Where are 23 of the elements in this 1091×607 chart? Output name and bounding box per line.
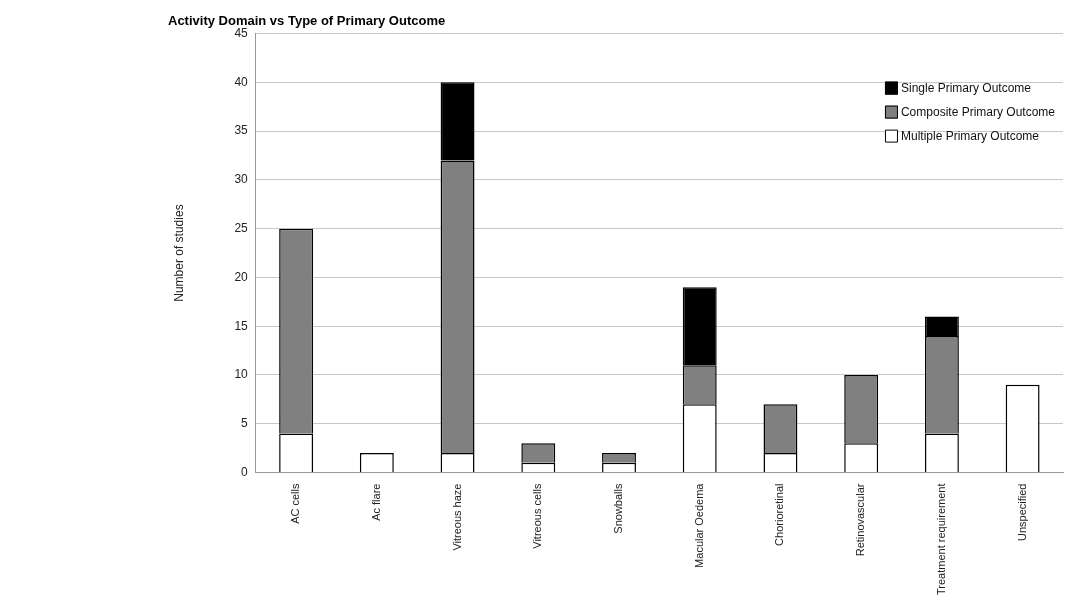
- legend-label: Single Primary Outcome: [900, 80, 1032, 95]
- y-tick-label: 35: [234, 123, 249, 138]
- x-tick-label: Snowballs: [612, 483, 625, 534]
- y-tick-label: 15: [234, 318, 249, 333]
- y-tick-label: 5: [241, 416, 249, 431]
- x-tick-label: Retinovascular: [854, 483, 867, 557]
- y-tick-label: 20: [234, 269, 249, 284]
- y-tick-label: 40: [234, 74, 249, 89]
- x-tick-label: Treatment requirement: [934, 483, 947, 596]
- legend-label: Composite Primary Outcome: [900, 104, 1056, 119]
- x-tick-label: Vitreous cells: [531, 483, 544, 549]
- x-tick-label: Vitreous haze: [450, 483, 463, 551]
- y-tick-label: 0: [241, 464, 249, 479]
- y-tick-label: 30: [234, 172, 249, 187]
- x-tick-label: Unspecified: [1015, 483, 1028, 542]
- y-tick-label: 25: [234, 220, 249, 235]
- x-tick-label: Chorioretinal: [773, 483, 786, 546]
- x-tick-label: AC cells: [289, 483, 302, 524]
- y-axis-title: Number of studies: [171, 204, 186, 302]
- legend-label: Multiple Primary Outcome: [900, 128, 1040, 143]
- x-tick-label: Macular Oedema: [692, 482, 705, 568]
- x-tick-label: Ac flare: [369, 483, 382, 521]
- y-tick-label: 10: [234, 367, 249, 382]
